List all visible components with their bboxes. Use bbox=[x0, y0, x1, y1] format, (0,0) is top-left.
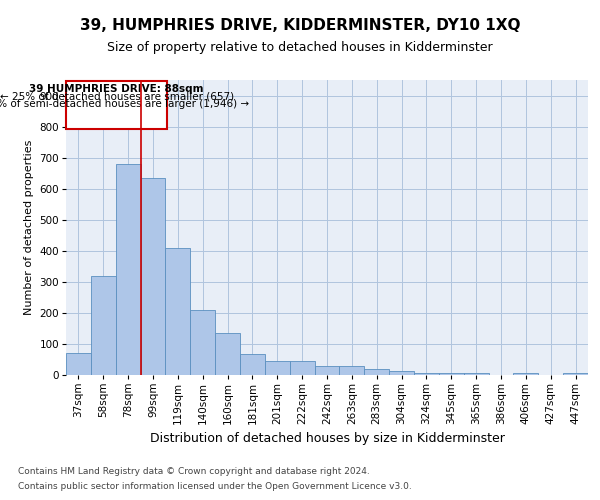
Bar bbox=[265, 361, 290, 375]
Bar bbox=[240, 354, 265, 375]
FancyBboxPatch shape bbox=[67, 80, 167, 129]
X-axis label: Distribution of detached houses by size in Kidderminster: Distribution of detached houses by size … bbox=[149, 432, 505, 446]
Bar bbox=[215, 333, 240, 375]
Text: Size of property relative to detached houses in Kidderminster: Size of property relative to detached ho… bbox=[107, 41, 493, 54]
Text: Contains public sector information licensed under the Open Government Licence v3: Contains public sector information licen… bbox=[18, 482, 412, 491]
Text: ← 25% of detached houses are smaller (657): ← 25% of detached houses are smaller (65… bbox=[0, 92, 233, 102]
Bar bbox=[290, 361, 314, 375]
Bar bbox=[190, 310, 215, 375]
Text: 39 HUMPHRIES DRIVE: 88sqm: 39 HUMPHRIES DRIVE: 88sqm bbox=[29, 84, 204, 94]
Text: Contains HM Land Registry data © Crown copyright and database right 2024.: Contains HM Land Registry data © Crown c… bbox=[18, 467, 370, 476]
Y-axis label: Number of detached properties: Number of detached properties bbox=[24, 140, 34, 315]
Bar bbox=[314, 366, 340, 375]
Text: 74% of semi-detached houses are larger (1,946) →: 74% of semi-detached houses are larger (… bbox=[0, 98, 249, 108]
Bar bbox=[140, 178, 166, 375]
Bar bbox=[66, 354, 91, 375]
Text: 39, HUMPHRIES DRIVE, KIDDERMINSTER, DY10 1XQ: 39, HUMPHRIES DRIVE, KIDDERMINSTER, DY10… bbox=[80, 18, 520, 32]
Bar bbox=[364, 370, 389, 375]
Bar bbox=[91, 276, 116, 375]
Bar bbox=[116, 164, 140, 375]
Bar bbox=[166, 248, 190, 375]
Bar bbox=[414, 374, 439, 375]
Bar bbox=[439, 374, 464, 375]
Bar bbox=[464, 374, 488, 375]
Bar bbox=[514, 374, 538, 375]
Bar bbox=[340, 366, 364, 375]
Bar bbox=[563, 374, 588, 375]
Bar bbox=[389, 372, 414, 375]
